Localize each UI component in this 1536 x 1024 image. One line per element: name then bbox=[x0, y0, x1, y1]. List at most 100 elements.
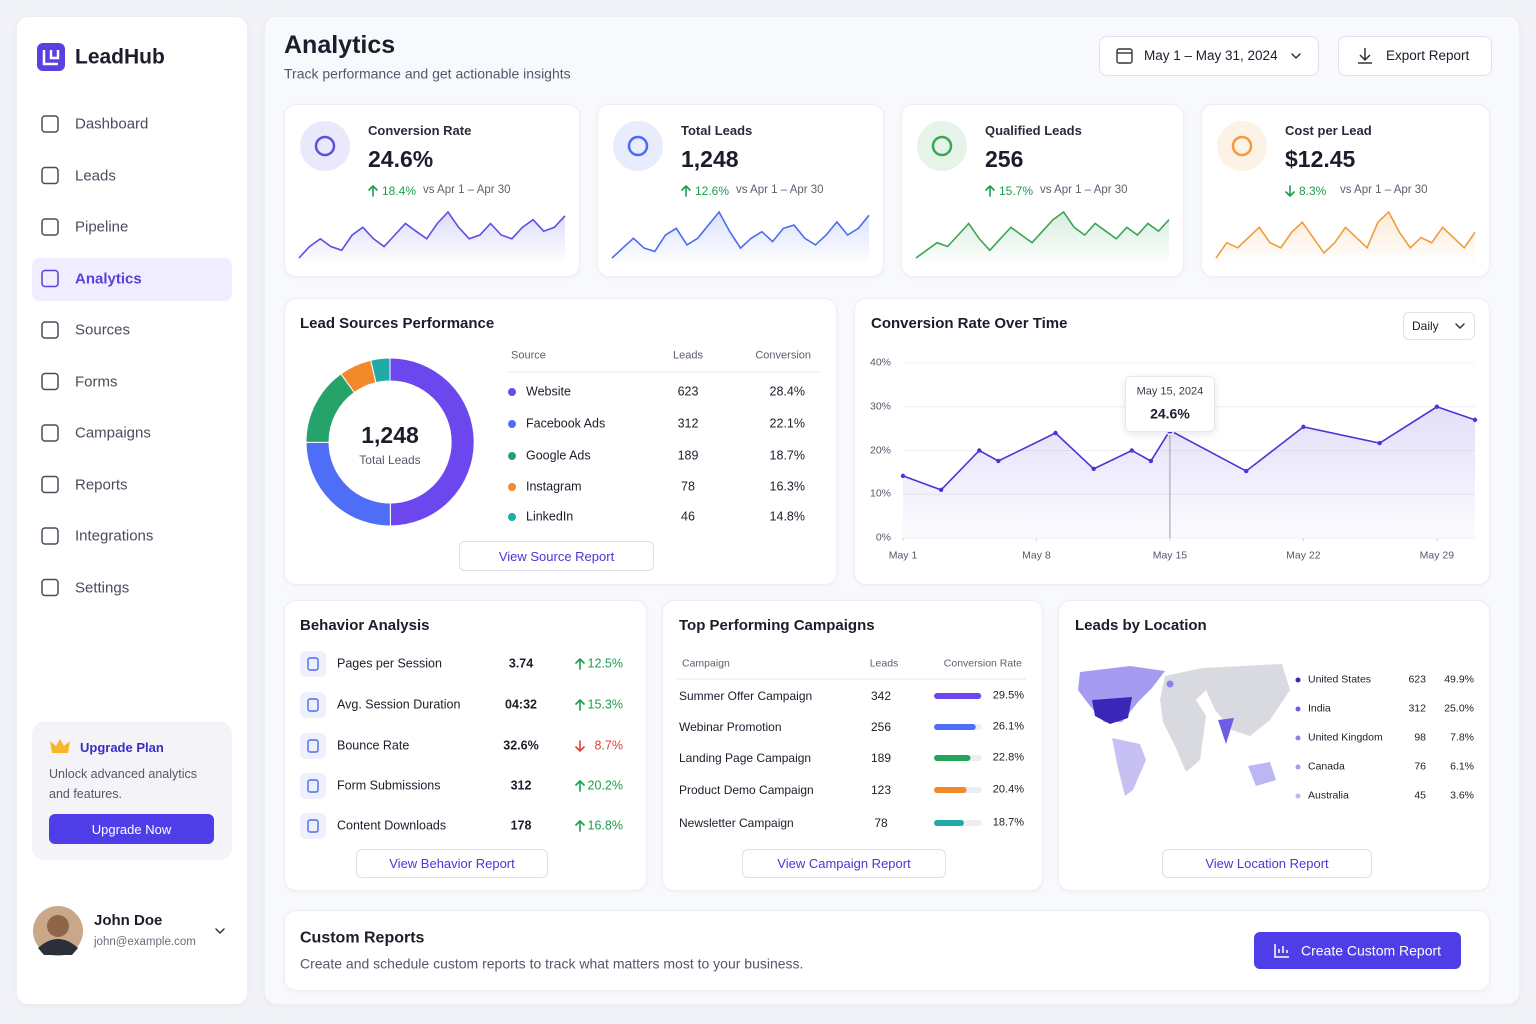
metric-label: Bounce Rate bbox=[337, 738, 410, 753]
kpi-value: 1,248 bbox=[681, 146, 739, 173]
source-leads: 312 bbox=[677, 416, 699, 431]
kpi-change: 15.7% bbox=[999, 183, 1034, 198]
country-share: 7.8% bbox=[1450, 731, 1474, 744]
nav-item[interactable]: Settings bbox=[75, 579, 130, 596]
nav-icon bbox=[41, 424, 59, 442]
metric-label: Pages per Session bbox=[337, 656, 442, 671]
map-region bbox=[1092, 697, 1132, 724]
data-point bbox=[1244, 468, 1249, 474]
y-tick-label: 40% bbox=[869, 356, 891, 369]
trend-arrow bbox=[1285, 185, 1295, 197]
chevron-icon bbox=[215, 928, 225, 935]
bar bbox=[934, 693, 982, 699]
campaign-rate: 29.5% bbox=[992, 689, 1024, 702]
brand-name: LeadHub bbox=[75, 45, 165, 69]
x-tick-label: May 22 bbox=[1286, 549, 1321, 562]
source-leads: 78 bbox=[681, 479, 695, 494]
date-range-picker[interactable] bbox=[1099, 36, 1319, 76]
nav-item[interactable]: Reports bbox=[75, 476, 128, 493]
metric-value: 312 bbox=[510, 778, 532, 793]
campaign-name: Webinar Promotion bbox=[679, 719, 782, 734]
nav-item[interactable]: Forms bbox=[75, 373, 118, 390]
trend-arrow bbox=[575, 780, 585, 792]
legend-dot bbox=[508, 388, 516, 396]
legend-dot bbox=[508, 452, 516, 460]
kpi-icon bbox=[1231, 135, 1253, 157]
x-tick-label: May 15 bbox=[1152, 549, 1188, 562]
column-header: Leads bbox=[673, 349, 703, 362]
tooltip bbox=[1124, 376, 1215, 432]
data-point bbox=[1377, 440, 1382, 446]
campaign-leads: 189 bbox=[870, 750, 892, 765]
kpi-comparison: vs Apr 1 – Apr 30 bbox=[1040, 184, 1128, 197]
avatar-face bbox=[47, 915, 69, 937]
donut-label: Total Leads bbox=[359, 452, 421, 467]
kpi-value: 24.6% bbox=[368, 146, 434, 173]
tooltip-date: May 15, 2024 bbox=[1136, 385, 1204, 398]
kpi-icon bbox=[931, 135, 953, 157]
nav-item[interactable]: Leads bbox=[75, 167, 116, 184]
nav-item[interactable]: Analytics bbox=[75, 270, 142, 287]
kpi-icon-bg bbox=[917, 121, 967, 171]
map-region bbox=[1248, 762, 1276, 786]
legend-dot bbox=[1295, 764, 1301, 770]
source-name: LinkedIn bbox=[526, 509, 574, 524]
sparkline bbox=[1215, 210, 1476, 259]
upgrade-title: Upgrade Plan bbox=[80, 740, 164, 756]
nav-item[interactable]: Dashboard bbox=[75, 115, 149, 133]
nav-icon bbox=[41, 115, 59, 133]
crown-icon bbox=[50, 739, 70, 753]
kpi-value: 256 bbox=[985, 146, 1024, 173]
date-range: May 1 – May 31, 2024 bbox=[1144, 47, 1278, 63]
button[interactable]: View Location Report bbox=[1162, 849, 1372, 878]
map-region bbox=[1160, 668, 1206, 772]
metric-value: 32.6% bbox=[503, 738, 539, 753]
sparkline-area bbox=[299, 212, 565, 266]
trend-arrow bbox=[368, 185, 378, 197]
download-icon bbox=[1358, 48, 1372, 64]
nav-item[interactable]: Sources bbox=[75, 321, 131, 339]
source-leads: 189 bbox=[677, 448, 699, 463]
source-name: Facebook Ads bbox=[526, 416, 606, 431]
card-title: Leads by Location bbox=[1075, 617, 1207, 634]
card-text: Create and schedule custom reports to tr… bbox=[300, 955, 804, 972]
line bbox=[902, 405, 1476, 491]
page-title: Analytics bbox=[284, 31, 396, 59]
logo-mark bbox=[42, 50, 60, 66]
button[interactable]: View Behavior Report bbox=[356, 849, 548, 878]
donut-total: 1,248 bbox=[361, 422, 419, 449]
nav-item[interactable]: Integrations bbox=[75, 527, 154, 545]
kpi-value: $12.45 bbox=[1285, 146, 1356, 173]
kpi-label: Conversion Rate bbox=[368, 123, 472, 139]
button[interactable]: Upgrade Now bbox=[49, 814, 214, 844]
sparkline bbox=[915, 210, 1170, 259]
metric-value: 178 bbox=[510, 818, 532, 833]
y-tick-label: 0% bbox=[875, 531, 891, 544]
create-report-button[interactable] bbox=[1254, 932, 1461, 969]
donut-segment bbox=[389, 357, 475, 527]
campaign-rate: 26.1% bbox=[992, 720, 1024, 733]
metric-value: 3.74 bbox=[508, 656, 534, 671]
behavior-card bbox=[284, 600, 647, 891]
lead-sources-card bbox=[284, 298, 837, 585]
campaign-leads: 123 bbox=[870, 782, 892, 797]
kpi-comparison: vs Apr 1 – Apr 30 bbox=[423, 184, 511, 197]
nav-item[interactable]: Campaigns bbox=[75, 424, 151, 442]
metric-change: 15.3% bbox=[587, 697, 623, 712]
export-label: Export Report bbox=[1386, 47, 1470, 63]
source-conversion: 16.3% bbox=[769, 479, 805, 494]
campaign-rate: 18.7% bbox=[992, 816, 1024, 829]
kpi-label: Cost per Lead bbox=[1285, 123, 1372, 139]
export-button[interactable] bbox=[1338, 36, 1492, 76]
kpi-change: 12.6% bbox=[695, 183, 730, 198]
map-region bbox=[1166, 680, 1174, 688]
kpi-icon-bg bbox=[1217, 121, 1267, 171]
nav-item[interactable]: Pipeline bbox=[75, 218, 129, 236]
button[interactable]: View Source Report bbox=[459, 541, 654, 571]
kpi-change: 8.3% bbox=[1299, 183, 1327, 198]
metric-icon bbox=[307, 657, 319, 671]
button[interactable]: View Campaign Report bbox=[742, 849, 946, 878]
user-name: John Doe bbox=[94, 912, 163, 929]
nav-icon bbox=[41, 269, 59, 288]
source-conversion: 18.7% bbox=[769, 448, 805, 463]
